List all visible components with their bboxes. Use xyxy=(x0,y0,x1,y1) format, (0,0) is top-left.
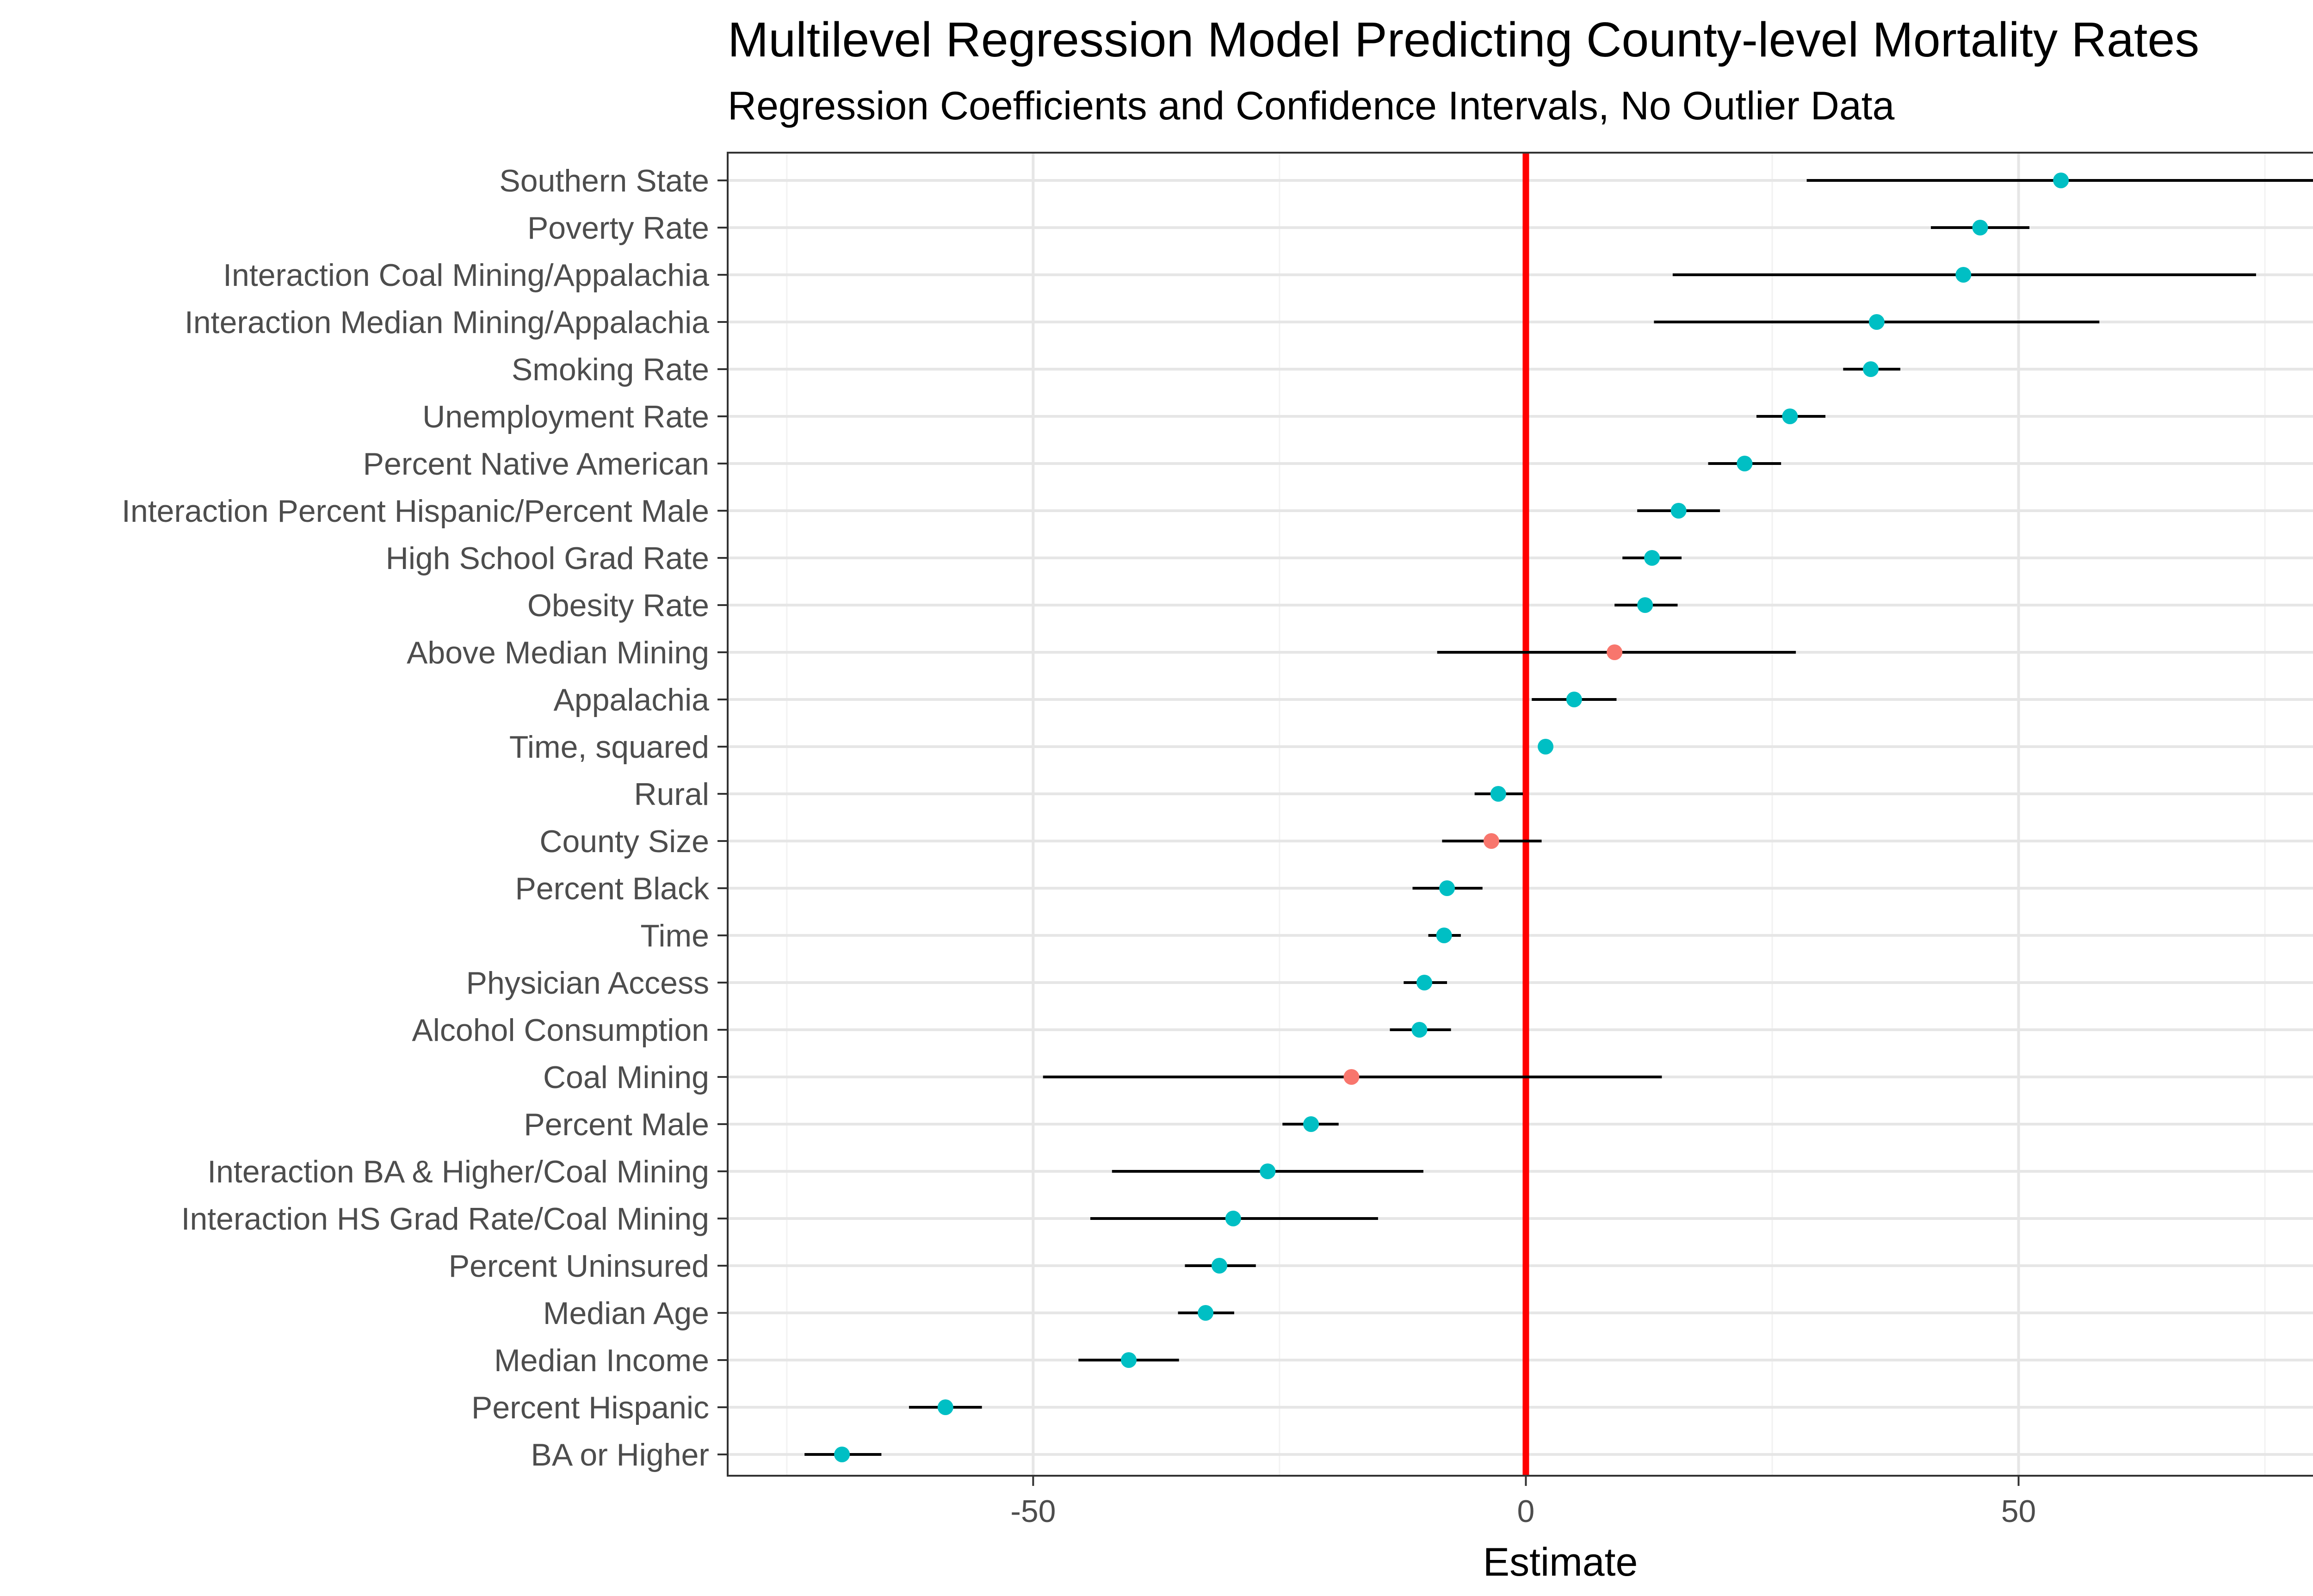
estimate-point xyxy=(1211,1258,1227,1274)
estimate-point xyxy=(2053,173,2069,188)
x-tick-label: 50 xyxy=(2001,1494,2036,1529)
y-tick-label: Median Age xyxy=(543,1296,709,1331)
y-tick-label: Percent Native American xyxy=(363,446,709,482)
y-tick-label: Smoking Rate xyxy=(512,352,709,387)
y-axis: Southern State Poverty Rate Interaction Co… xyxy=(122,163,728,1472)
estimate-point xyxy=(1483,833,1499,849)
estimate-point xyxy=(1607,644,1623,660)
y-tick-label: Unemployment Rate xyxy=(422,399,709,434)
x-axis: -50 0 50 xyxy=(1010,1476,2036,1529)
y-tick-label: Interaction Percent Hispanic/Percent Mal… xyxy=(122,494,709,529)
estimate-point xyxy=(1225,1211,1241,1226)
x-tick-label: -50 xyxy=(1010,1494,1056,1529)
chart-title: Multilevel Regression Model Predicting C… xyxy=(728,12,2199,67)
y-tick-label: Interaction BA & Higher/Coal Mining xyxy=(207,1154,709,1189)
y-tick-label: Southern State xyxy=(499,163,709,198)
y-tick-label: Percent Uninsured xyxy=(449,1249,709,1284)
y-tick-label: Appalachia xyxy=(554,682,710,718)
estimate-point xyxy=(1637,597,1653,613)
estimate-point xyxy=(1955,267,1972,283)
estimate-point xyxy=(1416,975,1433,990)
estimate-point xyxy=(1538,739,1554,755)
estimate-point xyxy=(1439,880,1455,896)
estimate-point xyxy=(1198,1305,1214,1321)
estimate-point xyxy=(1972,220,1988,235)
y-tick-label: Interaction Coal Mining/Appalachia xyxy=(223,258,709,293)
estimate-point xyxy=(1782,408,1798,424)
y-tick-label: High School Grad Rate xyxy=(386,541,709,576)
y-tick-label: Poverty Rate xyxy=(527,210,709,246)
estimate-point xyxy=(1120,1352,1137,1368)
y-tick-label: Time xyxy=(640,918,709,953)
y-tick-label: Above Median Mining xyxy=(407,635,709,670)
y-tick-label: Time, squared xyxy=(509,730,709,765)
estimate-point xyxy=(1436,928,1452,943)
estimate-point xyxy=(1644,550,1660,566)
chart-subtitle: Regression Coefficients and Confidence I… xyxy=(728,84,1895,128)
estimate-point xyxy=(1863,361,1879,377)
estimate-point xyxy=(1260,1163,1276,1179)
plot-border xyxy=(727,152,2313,1477)
y-tick-label: Alcohol Consumption xyxy=(412,1013,709,1048)
y-tick-label: Percent Black xyxy=(515,871,710,906)
estimate-points xyxy=(834,173,2069,1462)
estimate-point xyxy=(1566,692,1582,707)
y-tick-label: Obesity Rate xyxy=(527,588,709,623)
y-tick-label: Percent Hispanic xyxy=(471,1390,709,1425)
y-tick-label: Interaction HS Grad Rate/Coal Mining xyxy=(181,1201,709,1237)
y-tick-label: Median Income xyxy=(494,1343,709,1378)
estimate-point xyxy=(1670,503,1687,519)
y-tick-label: Percent Male xyxy=(524,1107,709,1142)
x-tick-label: 0 xyxy=(1517,1494,1535,1529)
estimate-point xyxy=(1868,314,1885,330)
y-tick-label: Rural xyxy=(634,777,710,812)
estimate-point xyxy=(834,1447,850,1462)
y-tick-label: County Size xyxy=(539,824,709,859)
x-axis-label: Estimate xyxy=(1483,1540,1638,1584)
estimate-point xyxy=(1343,1069,1360,1085)
estimate-point xyxy=(1737,456,1753,471)
y-tick-label: BA or Higher xyxy=(531,1437,709,1472)
estimate-point xyxy=(1490,786,1506,802)
plot-background xyxy=(728,153,2313,1476)
estimate-point xyxy=(1303,1116,1319,1132)
y-tick-label: Coal Mining xyxy=(543,1060,709,1095)
y-tick-label: Physician Access xyxy=(466,965,709,1001)
estimate-point xyxy=(1411,1022,1428,1038)
grid-minor-lines xyxy=(786,153,2266,1476)
estimate-point xyxy=(937,1399,953,1415)
y-tick-label: Interaction Median Mining/Appalachia xyxy=(185,305,709,340)
